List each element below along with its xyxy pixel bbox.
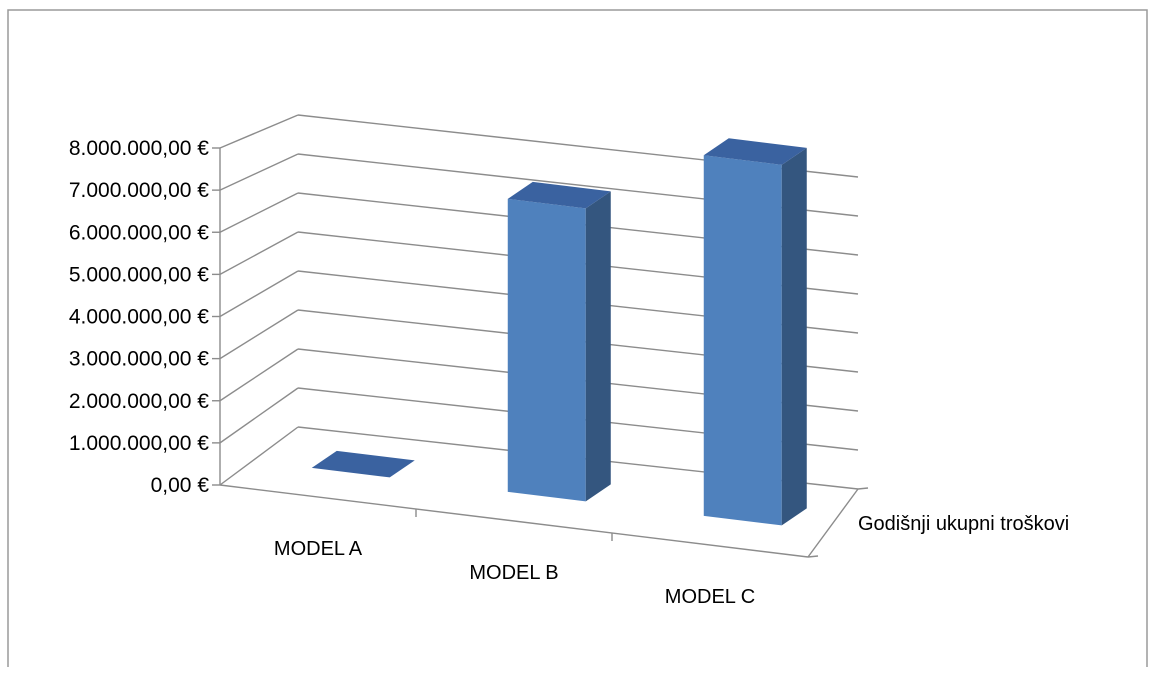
- y-tick-label: 7.000.000,00 €: [69, 179, 209, 202]
- gridline-left: [219, 426, 299, 486]
- x-category-label: MODEL A: [274, 538, 363, 560]
- bar-top-face: [311, 450, 415, 478]
- bar-side-face: [781, 147, 807, 526]
- series-depth-label: Godišnji ukupni troškovi: [858, 513, 1069, 535]
- depth-tick-mark: [807, 555, 819, 558]
- depth-axis-line: [807, 488, 859, 558]
- labels: 0,00 € 1.000.000,00 € 2.000.000,00 € 3.000.…: [69, 137, 1069, 608]
- y-tick-label: 3.000.000,00 €: [69, 348, 209, 371]
- x-axis-front-line: [219, 484, 809, 558]
- bars: [311, 138, 807, 526]
- axes: [212, 147, 869, 558]
- gridline-left: [219, 348, 299, 402]
- y-tick-label: 6.000.000,00 €: [69, 221, 209, 244]
- gridline-left: [219, 231, 299, 275]
- y-tick-label: 4.000.000,00 €: [69, 306, 209, 329]
- bar-top-face: [507, 181, 611, 209]
- bar-top-face: [703, 138, 807, 165]
- x-category-label: MODEL B: [469, 562, 558, 584]
- depth-tick-mark: [857, 487, 869, 490]
- bar-front-face: [507, 198, 586, 502]
- gridline-left: [219, 114, 299, 149]
- y-tick-label: 0,00 €: [151, 474, 210, 497]
- gridline-left: [219, 270, 299, 318]
- chart-border: [7, 9, 1148, 667]
- bar-front-face: [703, 155, 782, 526]
- bar-side-face: [585, 191, 611, 502]
- y-tick-label: 2.000.000,00 €: [69, 390, 209, 413]
- y-tick-label: 5.000.000,00 €: [69, 263, 209, 286]
- gridline-left: [219, 192, 299, 233]
- y-tick-label: 1.000.000,00 €: [69, 432, 209, 455]
- y-tick-label: 8.000.000,00 €: [69, 137, 209, 160]
- gridline-left: [219, 387, 299, 444]
- gridline-left: [219, 309, 299, 360]
- gridline-left: [219, 153, 299, 191]
- x-category-label: MODEL C: [665, 586, 755, 608]
